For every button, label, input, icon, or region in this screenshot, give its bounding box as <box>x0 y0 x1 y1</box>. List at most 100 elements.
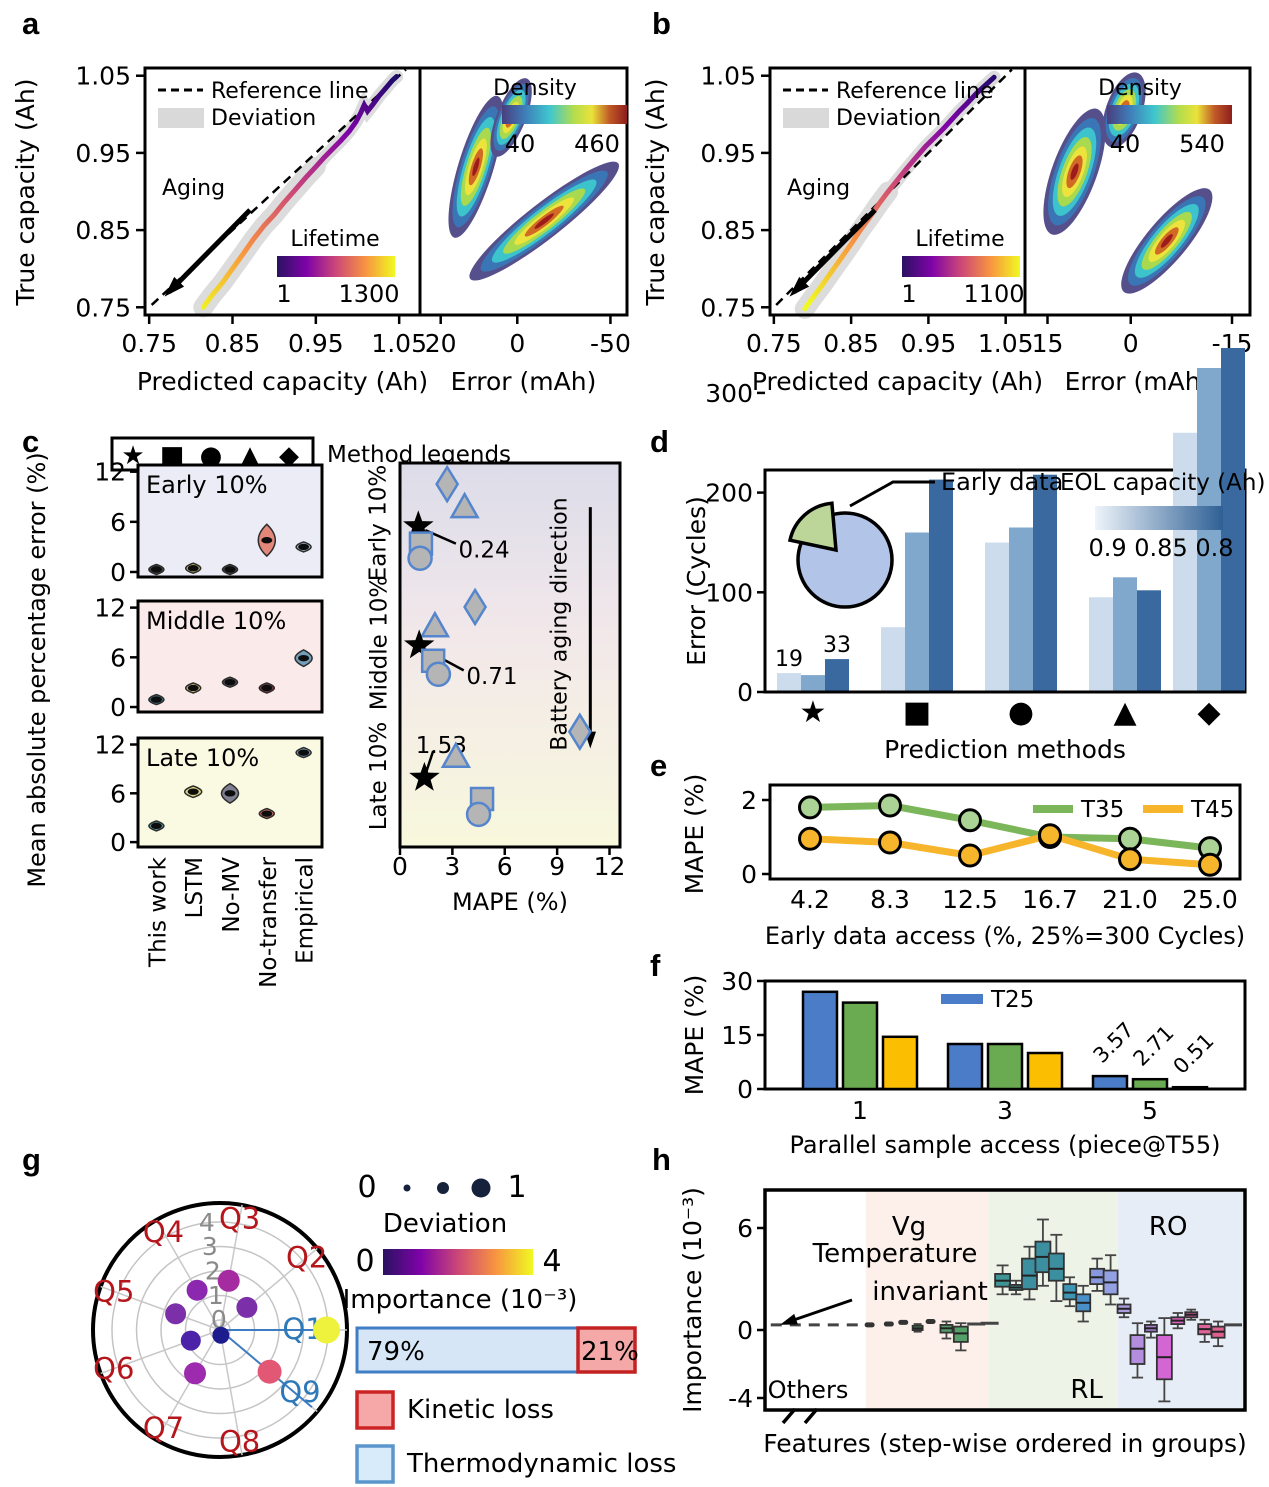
circle-marker <box>425 661 452 687</box>
lifetime-title: Lifetime <box>915 227 1004 252</box>
x-tick-label: 0.75 <box>746 329 802 358</box>
y-axis-label: MAPE (%) <box>680 975 709 1096</box>
row-label: Late 10% <box>366 722 392 831</box>
y-tick-label: 100 <box>705 578 753 607</box>
panel-label-c: c <box>22 424 40 459</box>
legend-series-label: T35 <box>1080 797 1124 823</box>
x-tick-label: 4.2 <box>790 885 830 914</box>
polar-point-Q6 <box>180 1330 201 1351</box>
polar-point-Q2 <box>236 1296 258 1318</box>
x-tick-label: 5 <box>1142 1096 1158 1125</box>
pie-slice-label: Early data <box>941 468 1063 496</box>
violin-median-dot <box>298 749 310 756</box>
legend-series-label: T45 <box>1190 797 1234 823</box>
lifetime-min: 1 <box>276 280 291 308</box>
loss-legend-label: Kinetic loss <box>407 1395 554 1425</box>
arrow-line <box>792 208 877 294</box>
violin-median-dot <box>224 678 236 686</box>
y-tick-label: -4 <box>728 1384 753 1413</box>
series-marker-T45 <box>958 843 982 868</box>
annotation-value: 0.24 <box>458 537 509 563</box>
mape-bar <box>1026 1051 1064 1091</box>
panel-e-mape-line-chart: 0 2 MAPE (%) T35 T45 4.2 8.3 12.5 16.7 21.0 25.0 Ea… <box>680 774 1245 950</box>
series-line-T35 <box>809 802 1211 852</box>
y-tick-label: 30 <box>721 967 753 996</box>
deviation-size-dot <box>437 1182 449 1194</box>
series-marker-T35 <box>798 795 822 820</box>
legend-series-label: T25 <box>990 987 1034 1013</box>
y-tick-label: 0 <box>741 860 757 889</box>
tiny-feature-dot <box>925 1319 936 1324</box>
loss-legend-swatch <box>355 1444 395 1484</box>
polar-point-Q9 <box>257 1359 282 1384</box>
x-tick-label: 20 <box>425 329 457 358</box>
y-tick-label: 0.75 <box>75 293 131 322</box>
x-tick-label: 0.95 <box>288 329 344 358</box>
panel-label-d: d <box>650 424 669 459</box>
mape-bar <box>881 1035 919 1091</box>
importance-title: Importance (10⁻³) <box>343 1285 578 1315</box>
plot-frame <box>768 66 1252 317</box>
y-axis-label: Mean absolute percentage error (%) <box>23 452 51 887</box>
feature-box <box>952 1322 969 1352</box>
legend-reference-label: Reference line <box>836 79 993 104</box>
method-label: Empirical <box>293 857 319 964</box>
density-colorbar <box>502 105 627 124</box>
legend-deviation-label: Deviation <box>836 106 941 131</box>
x-tick-label: 6 <box>497 852 513 881</box>
polar-spoke <box>155 1219 221 1331</box>
spoke-label-Q3: Q3 <box>219 1202 260 1236</box>
legend-reference-label: Reference line <box>211 79 368 104</box>
polar-point-Q4 <box>186 1279 208 1301</box>
feature-region-Vg <box>865 1190 989 1410</box>
legend-deviation-swatch <box>783 108 829 128</box>
aging-label: Aging <box>787 176 850 201</box>
violin-subplot <box>136 599 324 714</box>
region-label-RO: RO <box>1149 1212 1188 1242</box>
blob-contour <box>472 157 480 177</box>
series-marker-T35 <box>878 793 902 818</box>
series-marker-T35 <box>958 808 982 833</box>
y-tick-label: 0.75 <box>700 293 756 322</box>
panel-label-g: g <box>22 1142 41 1177</box>
ring-label: 4 <box>199 1208 215 1237</box>
box <box>1021 1257 1038 1291</box>
star-marker <box>403 510 434 540</box>
x-tick-label: 9 <box>549 852 565 881</box>
capacity-curve <box>802 74 997 312</box>
y-tick-label: 0.95 <box>75 139 131 168</box>
ring-label: 1 <box>208 1281 224 1310</box>
feature-box <box>1210 1320 1226 1348</box>
y-tick-label: 200 <box>705 479 753 508</box>
diamond-marker <box>435 464 460 504</box>
aging-direction-label: Battery aging direction <box>548 497 573 750</box>
error-bar <box>1137 590 1161 692</box>
tiny-feature-dot <box>898 1319 909 1325</box>
panel-h-importance-box-chart: 6 0 -4 Importance (10⁻³) Vg RL RO Others Tempera… <box>678 1187 1247 1458</box>
error-bar <box>1221 348 1245 692</box>
y-tick-label: 1.05 <box>700 62 756 91</box>
spoke-label-Q5: Q5 <box>93 1274 134 1308</box>
x-axis-label: Parallel sample access (piece@T55) <box>789 1131 1220 1159</box>
ring-label: 3 <box>202 1232 218 1261</box>
arrow-head <box>789 276 810 297</box>
x-axis-label: Predicted capacity (Ah) <box>137 367 428 396</box>
error-bar <box>1033 474 1057 692</box>
violin-median-dot <box>261 810 273 817</box>
others-label: Others <box>768 1376 849 1404</box>
spoke-label-Q9: Q9 <box>279 1375 320 1409</box>
y-tick-label: 0 <box>737 678 753 707</box>
deviation-max: 1 <box>507 1170 526 1205</box>
feature-box <box>1184 1308 1199 1321</box>
arrow-line <box>784 1298 853 1325</box>
method-marker-glyph: ◆ <box>1197 695 1220 730</box>
feature-box <box>1102 1254 1119 1306</box>
pie-callout-line <box>849 480 935 508</box>
polar-spoke <box>100 1285 221 1331</box>
y-axis-label: Error (Cycles) <box>682 496 711 666</box>
y-tick-label: 0 <box>110 558 126 587</box>
y-axis-label: MAPE (%) <box>680 774 709 895</box>
series-marker-T45 <box>1198 852 1222 877</box>
